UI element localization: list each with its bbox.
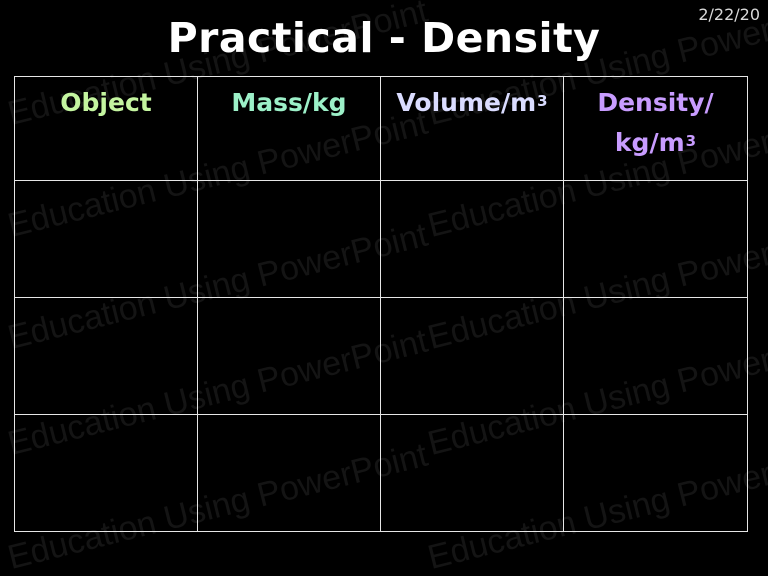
table-cell[interactable] (380, 414, 564, 532)
table-cell[interactable] (380, 297, 564, 415)
table-cell[interactable] (563, 297, 748, 415)
table-cell[interactable] (197, 414, 381, 532)
table-cell[interactable] (197, 180, 381, 298)
density-table: Object Mass/kg Volume/m3 Density/ kg/m3 (14, 76, 748, 532)
table-row (14, 414, 748, 532)
table-row (14, 297, 748, 415)
header-mass: Mass/kg (197, 76, 381, 181)
table-row (14, 180, 748, 298)
slide-date: 2/22/20 (698, 5, 760, 24)
table-cell[interactable] (380, 180, 564, 298)
slide-title: Practical - Density (167, 14, 601, 62)
table-cell[interactable] (563, 414, 748, 532)
header-object-label: Object (60, 88, 152, 117)
header-volume-exponent: 3 (537, 92, 548, 110)
header-density-unit: kg/m (614, 128, 685, 157)
table-cell[interactable] (14, 414, 198, 532)
header-volume-label: Volume/m (396, 88, 537, 117)
table-cell[interactable] (563, 180, 748, 298)
table-cell[interactable] (14, 180, 198, 298)
header-volume: Volume/m3 (380, 76, 564, 181)
table-cell[interactable] (14, 297, 198, 415)
header-object: Object (14, 76, 198, 181)
header-density-line1: Density/ (597, 88, 714, 117)
header-density-exponent: 3 (685, 132, 697, 150)
header-density: Density/ kg/m3 (563, 76, 748, 181)
header-mass-label: Mass/kg (231, 88, 347, 117)
table-cell[interactable] (197, 297, 381, 415)
table-header-row: Object Mass/kg Volume/m3 Density/ kg/m3 (14, 76, 748, 181)
